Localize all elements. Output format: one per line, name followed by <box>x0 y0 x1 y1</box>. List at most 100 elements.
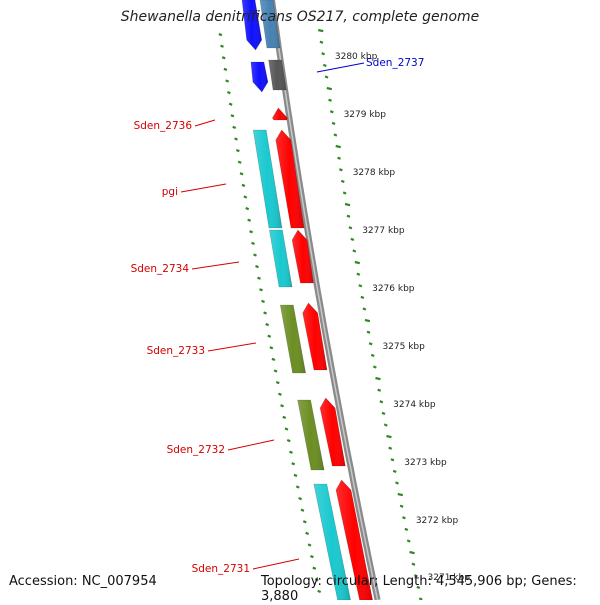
tick-outer <box>379 400 384 404</box>
tick-inner <box>280 404 284 408</box>
gene-label-leader <box>180 183 227 193</box>
tick-inner <box>221 56 226 60</box>
tick-outer <box>338 168 343 172</box>
gene-label: pgi <box>162 186 178 198</box>
tick-inner <box>230 114 235 118</box>
tick-inner <box>255 264 259 269</box>
gene-feature-shade <box>313 484 351 600</box>
gene-label: Sden_2734 <box>131 263 190 275</box>
tick-outer <box>321 52 326 56</box>
tick-outer <box>406 539 411 543</box>
gene-feature-shade <box>275 130 304 228</box>
tick-outer <box>335 144 341 149</box>
tick-outer <box>331 121 336 126</box>
gene-label-leader <box>191 261 240 270</box>
tick-inner <box>273 369 278 373</box>
tick-outer <box>329 110 334 114</box>
tick-outer <box>344 202 351 207</box>
tick-outer <box>340 179 345 184</box>
tick-inner <box>245 206 250 211</box>
feature-track <box>241 0 373 601</box>
tick-outer <box>319 40 324 44</box>
outer-tick-track <box>317 28 423 601</box>
tick-outer <box>409 550 415 555</box>
tick-outer <box>326 86 333 91</box>
scale-label: 3273 kbp <box>404 458 447 468</box>
gene-feature-shade <box>320 398 346 466</box>
gene-label: Sden_2731 <box>192 563 250 575</box>
tick-outer <box>411 562 416 566</box>
tick-inner <box>298 496 303 501</box>
gene-label-leader <box>207 342 257 352</box>
gene-label: Sden_2732 <box>167 444 225 456</box>
tick-inner <box>289 450 293 454</box>
scale-label: 3277 kbp <box>362 226 405 236</box>
gene-feature-shade <box>302 303 327 370</box>
tick-outer <box>395 481 399 485</box>
scale-label: 3280 kbp <box>335 52 378 62</box>
scale-label: 3276 kbp <box>372 284 415 294</box>
tick-inner <box>275 380 280 385</box>
tick-inner <box>300 508 305 512</box>
tick-inner <box>263 311 268 315</box>
tick-inner <box>286 438 291 443</box>
tick-outer <box>342 191 347 195</box>
gene-feature-shade <box>242 0 262 50</box>
tick-inner <box>228 102 233 106</box>
tick-outer <box>350 237 355 242</box>
tick-inner <box>247 218 252 222</box>
gene-feature-shade <box>336 480 373 600</box>
inner-tick-track <box>218 32 322 594</box>
tick-outer <box>375 376 381 381</box>
tick-inner <box>218 32 223 37</box>
scale-label: 3278 kbp <box>353 168 396 178</box>
tick-inner <box>293 473 298 478</box>
gene-feature-shade <box>280 305 306 373</box>
tick-inner <box>234 137 238 141</box>
gene-label: Sden_2736 <box>134 120 193 132</box>
tick-outer <box>381 411 386 416</box>
gene-feature-shade <box>292 230 314 283</box>
tick-inner <box>239 172 244 176</box>
tick-inner <box>226 90 231 95</box>
scale-label: 3279 kbp <box>344 110 387 120</box>
tick-inner <box>309 554 314 559</box>
tick-outer <box>337 156 341 160</box>
tick-inner <box>257 276 261 280</box>
gene-feature-shade <box>250 62 268 92</box>
tick-inner <box>243 195 248 199</box>
gene-feature-shade <box>272 108 288 120</box>
tick-outer <box>352 249 357 253</box>
tick-outer <box>368 342 373 346</box>
tick-outer <box>372 365 377 369</box>
tick-outer <box>404 527 409 532</box>
tick-inner <box>259 288 263 292</box>
gene-label: Sden_2737 <box>366 57 424 69</box>
scale-labels: 3280 kbp 3279 kbp 3278 kbp 3277 kbp 3276 kbp… <box>335 52 470 583</box>
tick-inner <box>284 427 289 431</box>
tick-outer <box>354 260 361 265</box>
tick-inner <box>312 566 317 570</box>
gene-label-leader <box>316 62 365 73</box>
tick-outer <box>360 295 365 300</box>
tick-outer <box>324 75 329 79</box>
gene-label-leader <box>194 119 216 127</box>
tick-outer <box>358 284 363 288</box>
tick-outer <box>348 226 353 230</box>
tick-outer <box>317 28 324 33</box>
gene-feature-shade <box>260 0 280 48</box>
tick-inner <box>317 589 322 594</box>
backbone-highlight <box>271 0 379 601</box>
tick-outer <box>346 214 351 218</box>
tick-inner <box>305 531 310 536</box>
tick-outer <box>392 469 397 474</box>
tick-inner <box>291 462 296 466</box>
tick-inner <box>307 543 312 547</box>
gene-label-leader <box>227 439 275 451</box>
tick-outer <box>356 272 361 276</box>
tick-outer <box>362 307 367 311</box>
tick-outer <box>377 388 382 392</box>
gene-feature-shade <box>269 230 293 287</box>
scale-label: 3271 kbp <box>428 573 471 583</box>
